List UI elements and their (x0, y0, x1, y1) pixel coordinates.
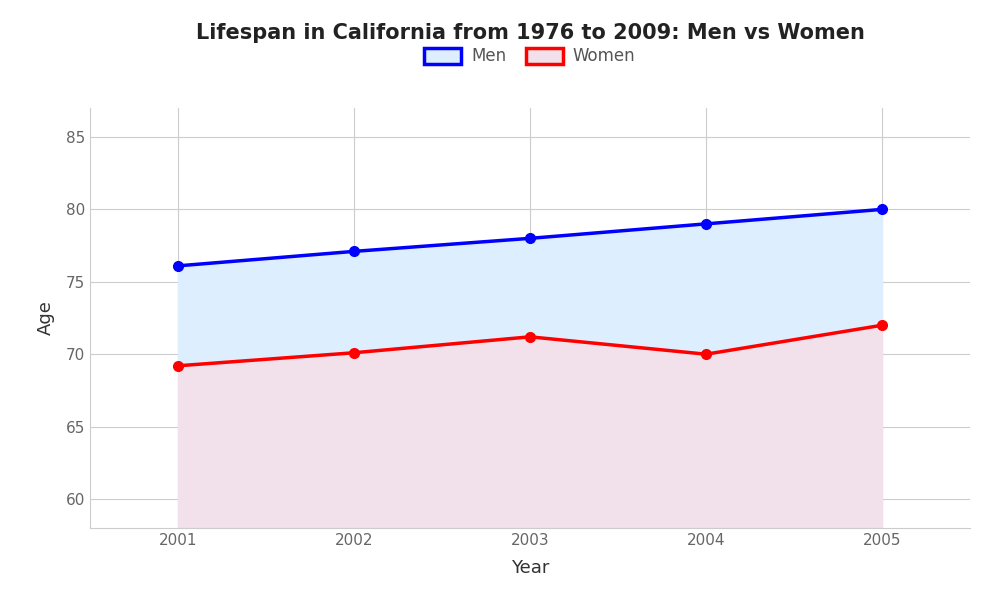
Title: Lifespan in California from 1976 to 2009: Men vs Women: Lifespan in California from 1976 to 2009… (196, 23, 864, 43)
Legend: Men, Women: Men, Women (418, 41, 642, 72)
X-axis label: Year: Year (511, 559, 549, 577)
Y-axis label: Age: Age (37, 301, 55, 335)
